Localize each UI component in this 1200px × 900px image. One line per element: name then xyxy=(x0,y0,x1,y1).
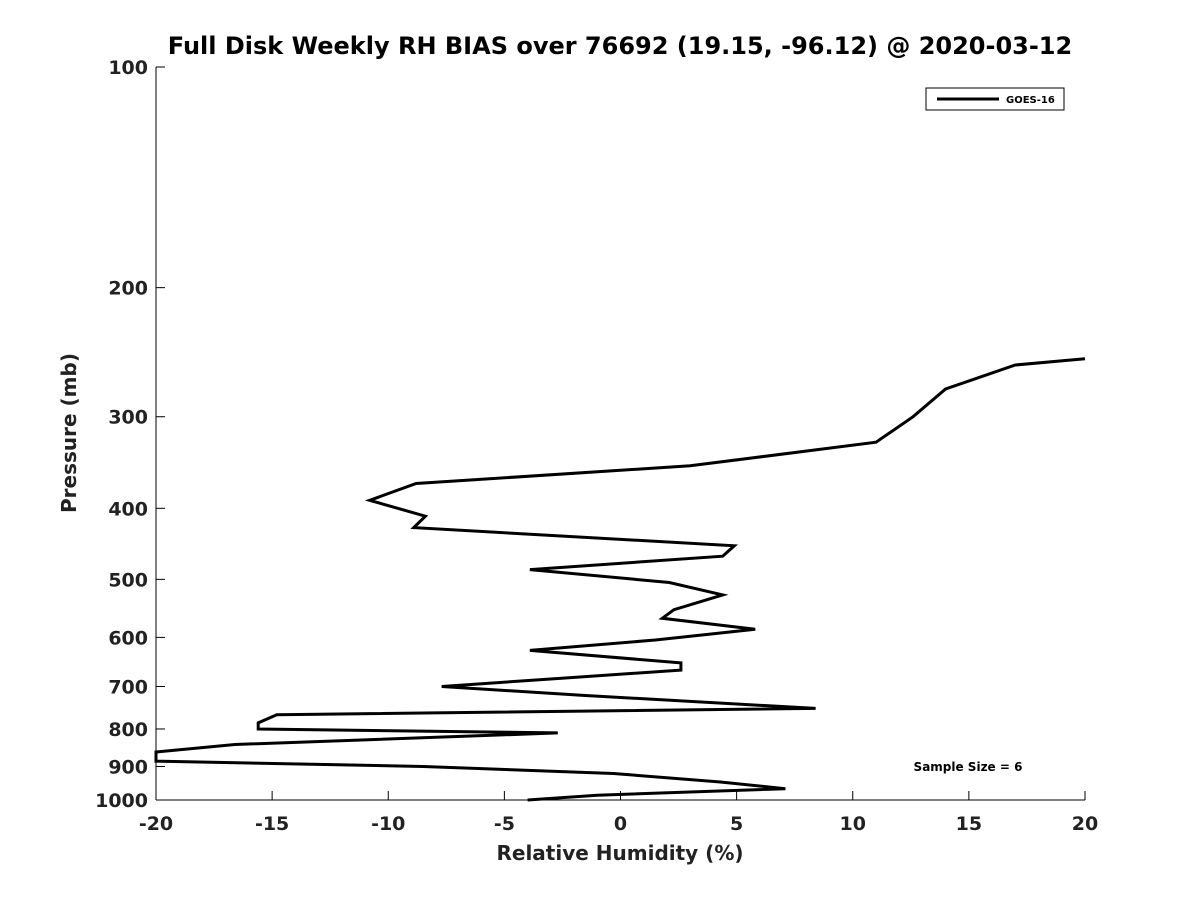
x-tick-label: -5 xyxy=(494,813,515,835)
x-tick-label: 5 xyxy=(730,813,743,835)
y-tick-label: 400 xyxy=(108,498,148,520)
y-tick-label: 500 xyxy=(108,569,148,591)
x-tick-label: -15 xyxy=(255,813,289,835)
y-tick-label: 300 xyxy=(108,407,148,429)
x-tick-label: 20 xyxy=(1072,813,1098,835)
x-tick-label: 0 xyxy=(614,813,627,835)
series-line-goes-16 xyxy=(154,357,1086,802)
y-axis: 100 200 300 400 500 600 700 800 900 1000 xyxy=(95,57,165,812)
legend-label: GOES-16 xyxy=(1006,95,1055,106)
y-tick-label: 200 xyxy=(108,278,148,300)
chart-title: Full Disk Weekly RH BIAS over 76692 (19.… xyxy=(168,32,1072,60)
x-tick-label: 10 xyxy=(840,813,866,835)
y-tick-label: 700 xyxy=(108,676,148,698)
x-axis-label: Relative Humidity (%) xyxy=(496,841,743,865)
x-tick-label: -20 xyxy=(139,813,173,835)
y-axis-label: Pressure (mb) xyxy=(57,353,81,513)
legend: GOES-16 xyxy=(925,87,1065,111)
y-tick-label: 800 xyxy=(108,719,148,741)
x-tick-label: 15 xyxy=(956,813,982,835)
y-tick-label: 600 xyxy=(108,627,148,649)
x-axis: -20 -15 -10 -5 0 5 10 15 20 xyxy=(139,791,1098,835)
y-tick-label: 100 xyxy=(108,57,148,79)
y-tick-label: 900 xyxy=(108,756,148,778)
x-tick-label: -10 xyxy=(371,813,405,835)
series-layer xyxy=(154,357,1086,802)
y-tick-label: 1000 xyxy=(95,790,148,812)
sample-size-annotation: Sample Size = 6 xyxy=(914,760,1023,774)
plot-area xyxy=(156,67,1085,800)
